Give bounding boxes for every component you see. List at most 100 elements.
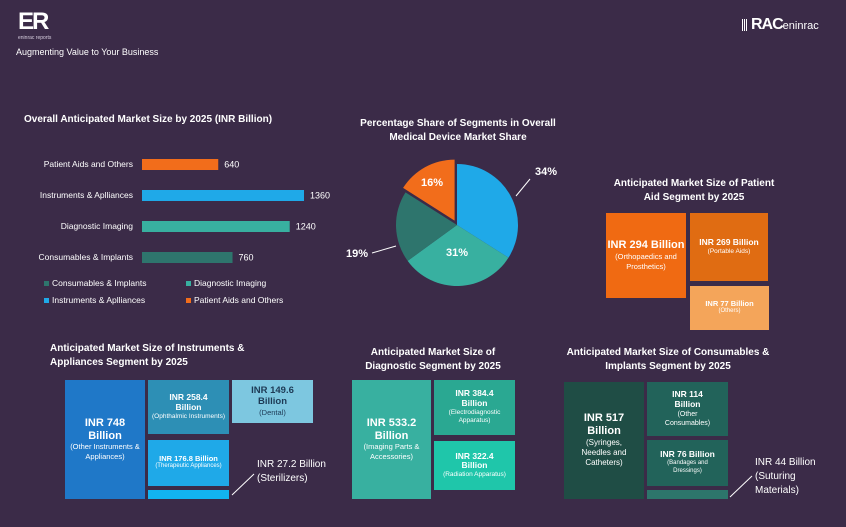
box-value: INR 748 Billion: [84, 417, 126, 442]
pie-slice: [457, 164, 518, 258]
box-value: INR 114 Billion: [672, 389, 703, 409]
box-value: INR 149.6 Billion: [251, 384, 294, 407]
instruments-title-line2: Appliances Segment by 2025: [50, 357, 188, 368]
pie-chart: 34% 31% 19% 16%: [346, 159, 557, 286]
bar-value-label: 760: [239, 253, 254, 263]
box-desc: (Portable Aids): [707, 247, 751, 255]
patient-title-line2: Aid Segment by 2025: [643, 192, 745, 203]
box-value: INR 258.4 Billion: [169, 392, 208, 412]
legend-swatch: [44, 298, 49, 303]
box-desc: (Other Instruments & Appliances): [70, 442, 140, 462]
box-desc: (Bandages and Dressings): [667, 460, 708, 474]
bar: [142, 252, 233, 263]
pie-value-label: 19%: [346, 248, 368, 260]
bar-value-label: 1240: [296, 222, 316, 232]
sterilizers-callout: INR 27.2 Billion (Sterilizers): [257, 458, 326, 486]
legend-label: Diagnostic Imaging: [194, 278, 267, 288]
box-desc: (Orthopaedics and Prosthetics): [615, 252, 677, 271]
instruments-ophthalmic-box: INR 258.4 Billion (Ophthalmic Instrument…: [148, 380, 229, 434]
legend-label: Patient Aids and Others: [194, 295, 283, 305]
legend-swatch: [186, 298, 191, 303]
callout-value: INR 27.2 Billion: [257, 459, 326, 470]
patient-portable-box: INR 269 Billion (Portable Aids): [690, 213, 768, 281]
pie-value-label: 31%: [446, 247, 468, 259]
pie-value-label: 34%: [535, 166, 557, 178]
logo-bars-icon: [742, 19, 748, 31]
box-value: INR 176.8 Billion: [159, 453, 218, 463]
callout-desc: (Sterilizers): [257, 473, 308, 484]
bar-category-label: Patient Aids and Others: [44, 159, 133, 169]
bar-value-label: 640: [224, 160, 239, 170]
box-value: INR 77 Billion: [705, 298, 754, 308]
patient-others-box: INR 77 Billion (Others): [690, 286, 769, 330]
logo-rac-text: RAC: [751, 16, 784, 33]
box-value: INR 294 Billion: [607, 239, 685, 252]
legend-label: Instruments & Aplliances: [52, 295, 145, 305]
pie-leader-line: [371, 245, 397, 254]
pie-leader-line: [515, 178, 531, 197]
box-desc: (Imaging Parts & Accessories): [363, 442, 420, 462]
logo-sub: eninrac reports: [18, 35, 52, 41]
consumables-bandages-box: INR 76 Billion (Bandages and Dressings): [647, 440, 728, 486]
box-value: INR 517 Billion: [583, 412, 625, 437]
legend-swatch: [186, 281, 191, 286]
box-desc: (Therapeutic Appliances): [155, 463, 222, 470]
pie-slice: [403, 159, 455, 221]
sterilizers-callout-line: [231, 473, 255, 496]
consumables-title-line2: Implants Segment by 2025: [605, 361, 731, 372]
instruments-title-line1: Anticipated Market Size of Instruments &: [50, 343, 245, 354]
bar: [142, 221, 290, 232]
pie-title-line1: Percentage Share of Segments in Overall: [360, 118, 556, 129]
instruments-other-box: INR 748 Billion (Other Instruments & App…: [65, 380, 145, 499]
instruments-sterilizers-box: [148, 490, 229, 499]
patient-title-line1: Anticipated Market Size of Patient: [613, 178, 775, 189]
box-desc: (Electrodiagnostic Apparatus): [448, 408, 501, 425]
callout-value: INR 44 Billion: [755, 457, 816, 468]
suturing-callout: INR 44 Billion (Suturing Materials): [755, 456, 835, 498]
box-desc: (Ophthalmic Instruments): [152, 412, 225, 420]
instruments-dental-box: INR 149.6 Billion (Dental): [232, 380, 313, 423]
diagnostic-electro-box: INR 384.4 Billion (Electrodiagnostic App…: [434, 380, 515, 435]
pie-chart-title: Percentage Share of Segments in Overall …: [342, 117, 574, 145]
callout-desc: (Suturing Materials): [755, 471, 799, 496]
patient-aid-title: Anticipated Market Size of Patient Aid S…: [596, 177, 792, 205]
bar-chart: Patient Aids and Others 640 Instruments & …: [39, 159, 330, 305]
pie-title-line2: Medical Device Market Share: [389, 132, 527, 143]
suturing-callout-line: [729, 475, 753, 498]
box-desc: (Other Consumables): [664, 410, 711, 427]
box-value: INR 269 Billion: [699, 236, 759, 247]
logo-mark: ER: [18, 8, 49, 35]
diagnostic-title-line1: Anticipated Market Size of: [370, 347, 496, 358]
patient-orthopaedics-box: INR 294 Billion (Orthopaedics and Prosth…: [606, 213, 686, 298]
legend-swatch: [44, 281, 49, 286]
box-value: INR 322.4 Billion: [455, 450, 494, 471]
bar-category-label: Consumables & Implants: [39, 252, 134, 262]
box-desc: (Radiation Apparatus): [443, 471, 506, 479]
bar-category-label: Diagnostic Imaging: [61, 221, 134, 231]
consumables-other-box: INR 114 Billion (Other Consumables): [647, 382, 728, 436]
bar-chart-title: Overall Anticipated Market Size by 2025 …: [24, 114, 273, 125]
eninrac-reports-logo: ER eninrac reports: [18, 10, 78, 46]
bar: [142, 190, 304, 201]
bar: [142, 159, 219, 170]
box-desc: (Others): [718, 308, 741, 315]
box-desc: (Dental): [259, 407, 286, 417]
bar-category-label: Instruments & Aplliances: [40, 190, 133, 200]
legend-label: Consumables & Implants: [52, 278, 147, 288]
bar-value-label: 1360: [310, 191, 330, 201]
instruments-title: Anticipated Market Size of Instruments &…: [50, 342, 290, 370]
box-value: INR 533.2 Billion: [366, 417, 417, 442]
diagnostic-radiation-box: INR 322.4 Billion (Radiation Apparatus): [434, 441, 515, 490]
pie-slice: [407, 225, 509, 286]
box-desc: (Syringes, Needles and Catheters): [581, 437, 627, 468]
logo-eninrac-text: eninrac: [782, 20, 819, 32]
consumables-syringes-box: INR 517 Billion (Syringes, Needles and C…: [564, 382, 644, 499]
consumables-title-line1: Anticipated Market Size of Consumables &: [566, 347, 770, 358]
diagnostic-imaging-box: INR 533.2 Billion (Imaging Parts & Acces…: [352, 380, 431, 499]
box-value: INR 384.4 Billion: [455, 388, 494, 409]
instruments-therapeutic-box: INR 176.8 Billion (Therapeutic Appliance…: [148, 440, 229, 486]
box-value: INR 76 Billion: [660, 449, 715, 460]
eninrac-logo: RACeninrac: [742, 16, 824, 38]
diagnostic-title-line2: Diagnostic Segment by 2025: [365, 361, 501, 372]
pie-value-label: 16%: [421, 177, 443, 189]
